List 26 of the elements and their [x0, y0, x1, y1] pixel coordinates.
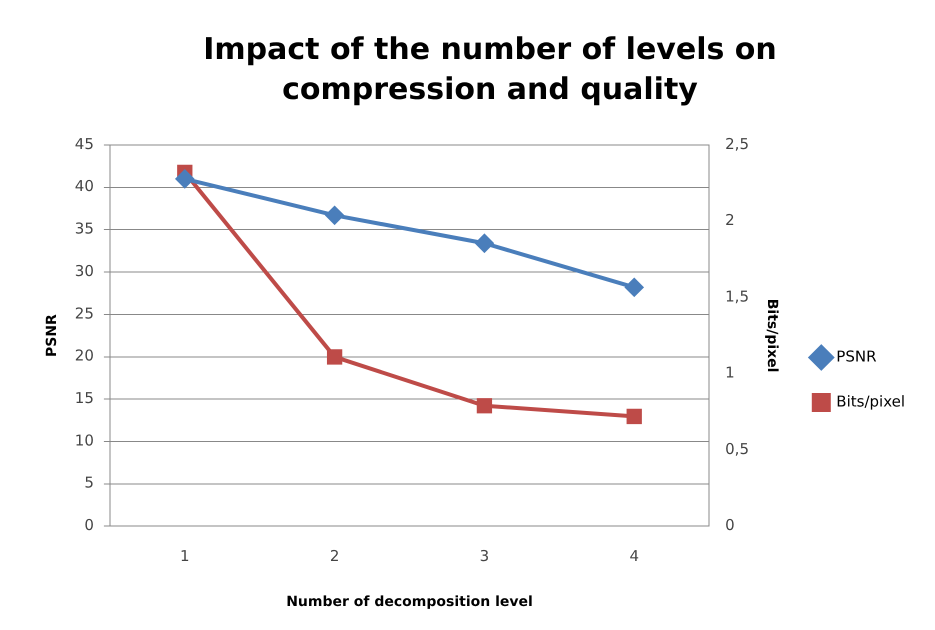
y2-tick-label: 0: [725, 516, 735, 534]
y-tick-label: 40: [74, 177, 94, 196]
y-axis-title: PSNR: [44, 314, 60, 358]
y-tick-label: 25: [74, 304, 94, 322]
y-tick-label: 45: [74, 134, 94, 153]
x-tick-label: 4: [629, 547, 640, 566]
y-tick-label: 0: [84, 516, 94, 534]
x-tick-label: 3: [480, 547, 490, 566]
y-tick-label: 35: [74, 220, 94, 238]
y-tick-label: 10: [74, 431, 94, 450]
y-tick-label: 30: [74, 262, 94, 280]
y2-tick-label: 1,5: [725, 287, 749, 306]
y2-tick-label: 2,5: [725, 134, 749, 153]
x-tick-label: 1: [180, 547, 190, 566]
chart-title: Impact of the number of levels on compression and quality: [202, 31, 778, 109]
y2-axis-title: Bits/pixel: [764, 298, 780, 372]
x-axis-title: Number of decomposition level: [286, 594, 533, 610]
y2-tick-label: 0,5: [725, 440, 749, 458]
y-tick-label: 5: [84, 474, 94, 492]
legend-label: Bits/pixel: [836, 392, 906, 410]
x-tick-label: 2: [330, 547, 340, 566]
y2-tick-label: 1: [725, 364, 735, 382]
y-tick-label: 20: [74, 346, 94, 365]
y-tick-label: 15: [74, 389, 94, 408]
legend-label: PSNR: [836, 347, 877, 366]
y2-tick-label: 2: [725, 211, 735, 230]
